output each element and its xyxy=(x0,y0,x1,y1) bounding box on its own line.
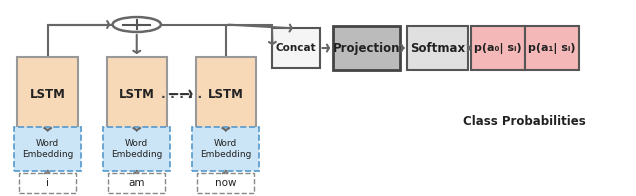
Text: Softmax: Softmax xyxy=(410,42,465,54)
Text: p(a₀| sᵢ): p(a₀| sᵢ) xyxy=(474,43,522,54)
Bar xyxy=(192,127,259,171)
Text: LSTM: LSTM xyxy=(119,88,155,101)
Text: LSTM: LSTM xyxy=(30,88,66,101)
Bar xyxy=(104,127,170,171)
Bar xyxy=(197,173,254,193)
Text: now: now xyxy=(215,178,237,188)
Text: am: am xyxy=(128,178,145,188)
Text: Concat: Concat xyxy=(275,43,316,53)
Bar xyxy=(19,173,76,193)
Text: p(a₁| sᵢ): p(a₁| sᵢ) xyxy=(529,43,576,54)
Bar xyxy=(108,173,165,193)
Bar xyxy=(471,26,525,70)
Bar xyxy=(525,26,579,70)
Bar xyxy=(196,57,256,131)
Bar xyxy=(272,28,320,68)
Text: Word
Embedding: Word Embedding xyxy=(111,139,162,159)
Bar xyxy=(106,57,167,131)
Text: LSTM: LSTM xyxy=(208,88,244,101)
Text: Class Probabilities: Class Probabilities xyxy=(463,115,586,128)
Text: Word
Embedding: Word Embedding xyxy=(22,139,73,159)
Text: . . . . .: . . . . . xyxy=(161,88,202,101)
Bar xyxy=(407,26,467,70)
Bar xyxy=(18,57,78,131)
Circle shape xyxy=(113,17,161,32)
Bar xyxy=(333,26,399,70)
Bar xyxy=(14,127,81,171)
Text: Projection: Projection xyxy=(333,42,400,54)
Text: i: i xyxy=(46,178,49,188)
Text: Word
Embedding: Word Embedding xyxy=(200,139,251,159)
